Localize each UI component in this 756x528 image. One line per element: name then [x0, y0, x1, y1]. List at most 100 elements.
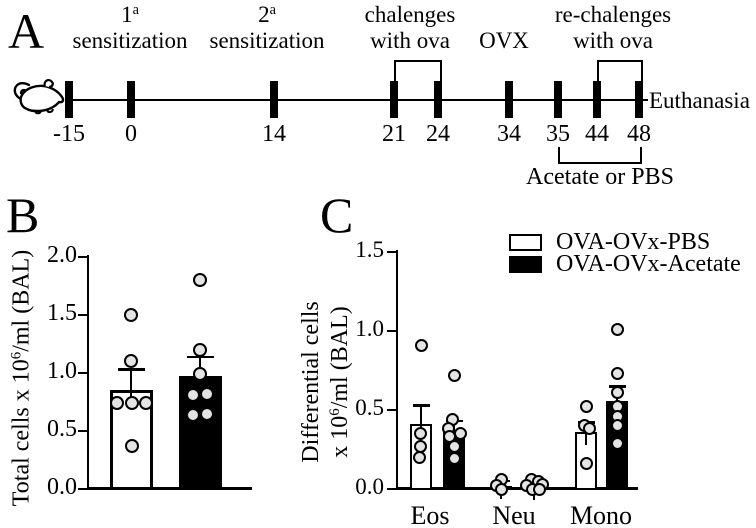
- label-sensitization-1: sensitization: [72, 28, 188, 53]
- panel-a-letter: A: [8, 3, 45, 59]
- data-point: [412, 450, 426, 464]
- data-point: [124, 354, 138, 369]
- legend-row-pbs: OVA-OVx-PBS: [509, 230, 710, 254]
- timeline-day-label: 14: [262, 121, 286, 147]
- error-bar-stem: [129, 369, 133, 404]
- y-tick-label: 1.0: [47, 358, 77, 384]
- data-point: [193, 273, 207, 288]
- c-ylabel-line1: Differential cells: [298, 301, 325, 463]
- y-tick-label: 1.0: [355, 316, 384, 341]
- y-tick-label: 2.0: [47, 242, 77, 268]
- data-point: [186, 388, 200, 403]
- data-point: [200, 406, 214, 421]
- data-point: [200, 386, 214, 401]
- y-tick-label: 1.5: [355, 237, 384, 262]
- timeline-day-label: 24: [426, 121, 450, 147]
- b-x-axis-line: [86, 487, 252, 490]
- y-tick-mark: [386, 408, 396, 412]
- label-second-sensitization: 2a sensitization: [210, 2, 325, 54]
- data-point: [193, 367, 207, 382]
- data-point: [610, 386, 624, 400]
- timeline-day-label: 48: [627, 121, 651, 147]
- rechallenges-bracket: [597, 60, 643, 81]
- error-bar-cap: [412, 404, 430, 407]
- y-tick-label: 0.5: [47, 416, 77, 442]
- label-challenges: chalenges with ova: [365, 2, 456, 54]
- y-tick-mark: [77, 429, 87, 433]
- legend-label-pbs: OVA-OVx-PBS: [556, 229, 711, 255]
- data-point: [139, 396, 153, 411]
- data-point: [610, 367, 624, 381]
- data-point: [110, 396, 124, 411]
- timeline-tick: [65, 81, 73, 118]
- error-bar-cap: [117, 368, 145, 371]
- timeline-day-label: 35: [546, 121, 570, 147]
- label-rechallenges-line2: with ova: [573, 28, 653, 53]
- y-tick-label: 0.5: [355, 395, 384, 420]
- timeline-tick: [390, 81, 398, 118]
- timeline-day-label: -15: [53, 121, 85, 147]
- data-point: [579, 457, 593, 471]
- mouse-icon: [13, 79, 65, 115]
- data-point: [124, 308, 138, 322]
- y-tick-label: 0.0: [355, 474, 384, 499]
- panel-b-letter: B: [6, 187, 40, 243]
- error-bar-stem: [419, 405, 423, 438]
- data-point: [494, 482, 508, 496]
- timeline-line: [69, 99, 648, 102]
- timeline-day-label: 21: [382, 121, 406, 147]
- timeline-tick: [127, 81, 135, 118]
- legend-swatch-black: [509, 255, 542, 273]
- label-ovx: OVX: [479, 2, 529, 54]
- y-tick-label: 0.0: [47, 474, 77, 500]
- data-point: [610, 322, 624, 336]
- ordinal-1: 1: [121, 2, 133, 27]
- timeline-tick: [505, 81, 513, 118]
- legend-swatch-white: [509, 233, 542, 251]
- y-tick-label: 1.5: [47, 300, 77, 326]
- timeline-tick: [270, 81, 278, 118]
- y-tick-mark: [386, 487, 396, 491]
- x-category-label: Neu: [492, 501, 536, 528]
- data-point: [447, 368, 461, 382]
- x-category-label: Mono: [569, 501, 633, 528]
- y-tick-mark: [77, 313, 87, 317]
- y-tick-mark: [77, 487, 87, 491]
- data-point: [193, 342, 207, 357]
- timeline-day-label: 34: [497, 121, 521, 147]
- timeline-tick: [593, 81, 601, 118]
- b-ylabel-sup: 6: [8, 351, 25, 360]
- data-point: [582, 422, 596, 436]
- panel-c-letter: C: [320, 187, 354, 243]
- y-tick-mark: [77, 371, 87, 375]
- data-point: [532, 482, 546, 496]
- acetate-bracket: [558, 147, 642, 164]
- c-ylabel-pre: x 10: [327, 415, 353, 458]
- data-point: [413, 427, 427, 441]
- acetate-or-pbs-label: Acetate or PBS: [526, 164, 674, 190]
- ordinal-2-sup: a: [269, 2, 276, 19]
- data-point: [610, 419, 624, 433]
- y-tick-mark: [386, 329, 396, 333]
- timeline-tick: [554, 81, 562, 118]
- label-sensitization-2: sensitization: [209, 28, 325, 53]
- data-point: [447, 452, 461, 466]
- timeline-tick: [635, 81, 643, 118]
- data-point: [414, 338, 428, 352]
- label-challenges-line1: chalenges: [364, 2, 456, 27]
- c-x-axis-line: [395, 487, 638, 490]
- label-challenges-line2: with ova: [370, 28, 450, 53]
- challenges-bracket: [394, 60, 442, 81]
- label-rechallenges-line1: re-chalenges: [554, 2, 672, 27]
- label-ovx-text: OVX: [479, 28, 529, 53]
- legend-label-acetate: OVA-OVx-Acetate: [556, 251, 741, 277]
- y-tick-mark: [386, 250, 396, 254]
- euthanasia-label: Euthanasia: [649, 88, 750, 113]
- timeline-tick: [434, 81, 442, 118]
- error-bar-stem: [615, 386, 619, 414]
- y-tick-mark: [77, 255, 87, 259]
- data-point: [125, 396, 139, 411]
- data-point: [186, 407, 200, 422]
- b-y-axis-line: [86, 255, 89, 489]
